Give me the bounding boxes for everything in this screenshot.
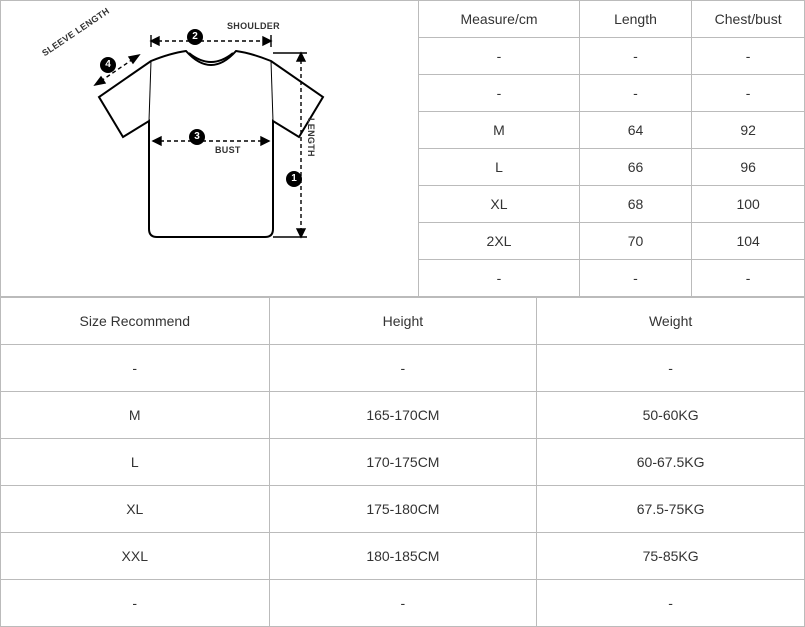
top-cell: 104 <box>692 223 805 260</box>
bottom-cell: M <box>1 392 270 439</box>
label-shoulder: SHOULDER <box>227 21 280 31</box>
bottom-header-1: Height <box>269 298 537 345</box>
bottom-cell: 75-85KG <box>537 533 805 580</box>
bottom-cell: 60-67.5KG <box>537 439 805 486</box>
bottom-cell: - <box>537 580 805 627</box>
bottom-header-2: Weight <box>537 298 805 345</box>
top-cell: - <box>692 75 805 112</box>
bottom-cell: XL <box>1 486 270 533</box>
label-length: LENGTH <box>306 118 316 157</box>
top-cell: - <box>579 38 692 75</box>
bottom-cell: 67.5-75KG <box>537 486 805 533</box>
size-measure-table: SHOULDER SLEEVE LENGTH BUST LENGTH 1 2 3… <box>0 0 805 297</box>
bottom-cell: - <box>537 345 805 392</box>
top-cell: 100 <box>692 186 805 223</box>
bottom-cell: - <box>269 345 537 392</box>
badge-4: 4 <box>100 57 116 73</box>
top-header-0: Measure/cm <box>419 1 579 38</box>
bottom-cell: 165-170CM <box>269 392 537 439</box>
top-cell: 66 <box>579 149 692 186</box>
size-recommend-table: Size Recommend Height Weight --- M165-17… <box>0 297 805 627</box>
top-cell: - <box>579 75 692 112</box>
top-cell: 2XL <box>419 223 579 260</box>
bottom-cell: - <box>1 345 270 392</box>
top-cell: - <box>692 38 805 75</box>
top-cell: L <box>419 149 579 186</box>
badge-2: 2 <box>187 29 203 45</box>
top-cell: 96 <box>692 149 805 186</box>
bottom-cell: L <box>1 439 270 486</box>
top-cell: - <box>419 75 579 112</box>
top-cell: 64 <box>579 112 692 149</box>
bottom-cell: XXL <box>1 533 270 580</box>
tshirt-diagram: SHOULDER SLEEVE LENGTH BUST LENGTH 1 2 3… <box>1 1 418 296</box>
top-header-1: Length <box>579 1 692 38</box>
bottom-cell: 170-175CM <box>269 439 537 486</box>
top-cell: - <box>419 38 579 75</box>
top-cell: 68 <box>579 186 692 223</box>
bottom-cell: 50-60KG <box>537 392 805 439</box>
top-cell: M <box>419 112 579 149</box>
top-cell: 70 <box>579 223 692 260</box>
bottom-cell: 180-185CM <box>269 533 537 580</box>
top-cell: - <box>692 260 805 297</box>
top-cell: - <box>579 260 692 297</box>
top-cell: - <box>419 260 579 297</box>
badge-3: 3 <box>189 129 205 145</box>
bottom-cell: - <box>1 580 270 627</box>
bottom-cell: - <box>269 580 537 627</box>
top-header-2: Chest/bust <box>692 1 805 38</box>
bottom-header-0: Size Recommend <box>1 298 270 345</box>
tshirt-diagram-cell: SHOULDER SLEEVE LENGTH BUST LENGTH 1 2 3… <box>1 1 419 297</box>
top-cell: 92 <box>692 112 805 149</box>
bottom-cell: 175-180CM <box>269 486 537 533</box>
badge-1: 1 <box>286 171 302 187</box>
top-cell: XL <box>419 186 579 223</box>
label-bust: BUST <box>215 145 241 155</box>
